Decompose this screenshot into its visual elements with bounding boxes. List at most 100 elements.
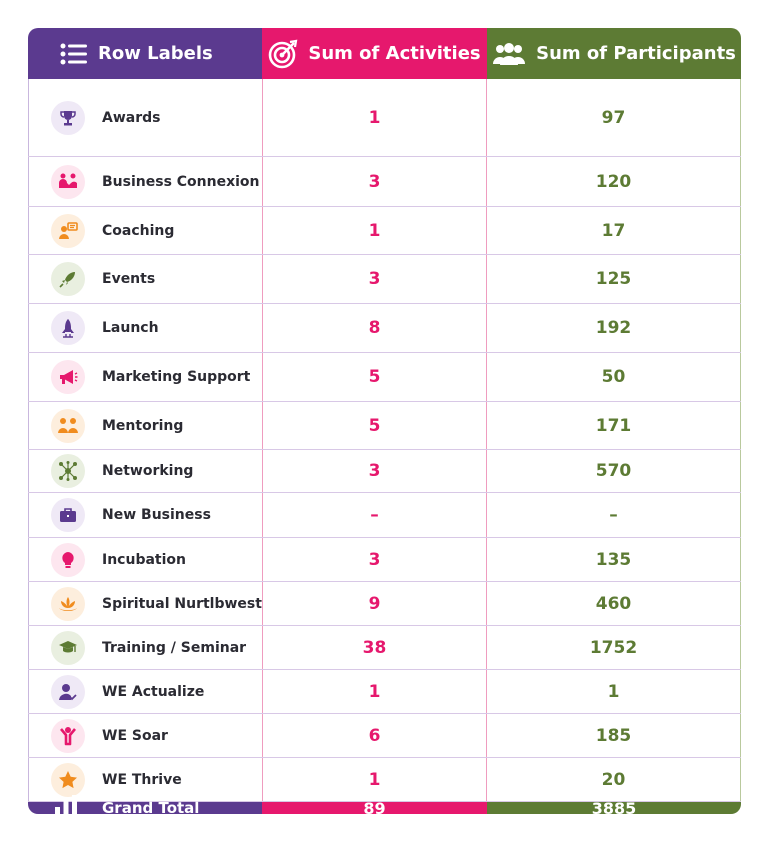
row-participants: –	[487, 493, 741, 537]
handshake-icon	[51, 164, 85, 199]
row-label-cell: WE Soar	[28, 714, 262, 757]
user-check-icon	[51, 674, 85, 709]
coach-icon	[51, 213, 85, 248]
row-label: Awards	[102, 109, 161, 126]
row-activities: 38	[262, 626, 487, 669]
row-label-cell: Incubation	[28, 538, 262, 581]
bar-chart-icon	[54, 795, 78, 814]
row-label: Launch	[102, 320, 159, 336]
row-label-cell: New Business	[28, 493, 262, 537]
row-label-cell: Events	[28, 255, 262, 303]
people-icon	[492, 42, 526, 66]
row-participants: 97	[487, 79, 741, 156]
row-activities: 6	[262, 714, 487, 757]
row-activities: 1	[262, 79, 487, 156]
table-row: WE Actualize 1 1	[28, 670, 741, 714]
header-row: Row Labels Sum of Activities	[28, 28, 741, 79]
row-label: WE Soar	[102, 727, 168, 744]
grand-total-label: Grand Total	[102, 799, 200, 814]
row-label-cell: Marketing Support	[28, 353, 262, 401]
row-activities: 1	[262, 758, 487, 801]
person-raised-arms-icon	[51, 718, 85, 753]
network-icon	[51, 454, 85, 488]
row-label: Spiritual Nurtlbwest	[102, 595, 262, 612]
row-label: New Business	[102, 507, 211, 523]
row-participants: 460	[487, 582, 741, 625]
row-label: Networking	[102, 463, 194, 479]
row-label: Marketing Support	[102, 369, 251, 385]
row-label: WE Thrive	[102, 771, 182, 788]
table-row: WE Thrive 1 20	[28, 758, 741, 802]
row-label: Incubation	[102, 551, 186, 568]
row-label-cell: WE Thrive	[28, 758, 262, 801]
row-label: Business Connexion	[102, 173, 260, 190]
grand-total-label-cell: Grand Total	[28, 795, 262, 814]
row-participants: 185	[487, 714, 741, 757]
row-activities: 1	[262, 670, 487, 713]
row-label-cell: Business Connexion	[28, 157, 262, 206]
grand-total-participants: 3885	[487, 799, 741, 814]
row-activities: 5	[262, 402, 487, 449]
row-activities: 3	[262, 157, 487, 206]
row-label: Training / Seminar	[102, 639, 247, 656]
header-row-labels[interactable]: Row Labels	[28, 28, 262, 79]
mentoring-icon	[51, 408, 85, 443]
table-row: Training / Seminar 38 1752	[28, 626, 741, 670]
table-row: Awards 1 97	[28, 79, 741, 157]
row-activities: –	[262, 493, 487, 537]
table-row: Events 3 125	[28, 255, 741, 304]
header-sum-activities[interactable]: Sum of Activities	[262, 28, 487, 79]
row-participants: 171	[487, 402, 741, 449]
grand-total-activities: 89	[262, 799, 487, 814]
row-label: Coaching	[102, 222, 175, 239]
row-label-cell: WE Actualize	[28, 670, 262, 713]
briefcase-icon	[51, 498, 85, 532]
megaphone-icon	[51, 360, 85, 394]
row-label: WE Actualize	[102, 683, 205, 700]
row-label-cell: Launch	[28, 304, 262, 352]
table-row: Networking 3 570	[28, 450, 741, 493]
target-icon	[268, 39, 298, 69]
header-label: Sum of Participants	[536, 43, 736, 64]
row-label-cell: Awards	[28, 79, 262, 156]
row-participants: 125	[487, 255, 741, 303]
header-sum-participants[interactable]: Sum of Participants	[487, 28, 741, 79]
row-label-cell: Training / Seminar	[28, 626, 262, 669]
row-activities: 3	[262, 255, 487, 303]
row-activities: 5	[262, 353, 487, 401]
row-participants: 1752	[487, 626, 741, 669]
rocket-icon	[51, 262, 85, 296]
table-row: Launch 8 192	[28, 304, 741, 353]
table-row: Coaching 1 17	[28, 207, 741, 255]
table-row: Business Connexion 3 120	[28, 157, 741, 207]
row-activities: 3	[262, 538, 487, 581]
graduation-cap-icon	[51, 630, 85, 665]
table-row: WE Soar 6 185	[28, 714, 741, 758]
table-row: New Business – –	[28, 493, 741, 538]
row-activities: 3	[262, 450, 487, 492]
table-row: Marketing Support 5 50	[28, 353, 741, 402]
row-label-cell: Networking	[28, 450, 262, 492]
row-label-cell: Spiritual Nurtlbwest	[28, 582, 262, 625]
row-participants: 120	[487, 157, 741, 206]
lightbulb-icon	[51, 542, 85, 577]
header-label: Row Labels	[98, 43, 213, 64]
launch-rocket-icon	[51, 311, 85, 345]
row-participants: 20	[487, 758, 741, 801]
row-label: Events	[102, 271, 156, 287]
row-participants: 135	[487, 538, 741, 581]
grand-total-row: Grand Total 89 3885	[28, 795, 741, 814]
lotus-icon	[51, 586, 85, 621]
list-icon	[60, 42, 88, 66]
row-activities: 8	[262, 304, 487, 352]
table-row: Mentoring 5 171	[28, 402, 741, 450]
star-icon	[51, 762, 85, 797]
table-row: Spiritual Nurtlbwest 9 460	[28, 582, 741, 626]
row-participants: 1	[487, 670, 741, 713]
row-activities: 9	[262, 582, 487, 625]
table-row: Incubation 3 135	[28, 538, 741, 582]
row-participants: 570	[487, 450, 741, 492]
trophy-icon	[51, 100, 85, 135]
row-label-cell: Mentoring	[28, 402, 262, 449]
row-participants: 17	[487, 207, 741, 254]
